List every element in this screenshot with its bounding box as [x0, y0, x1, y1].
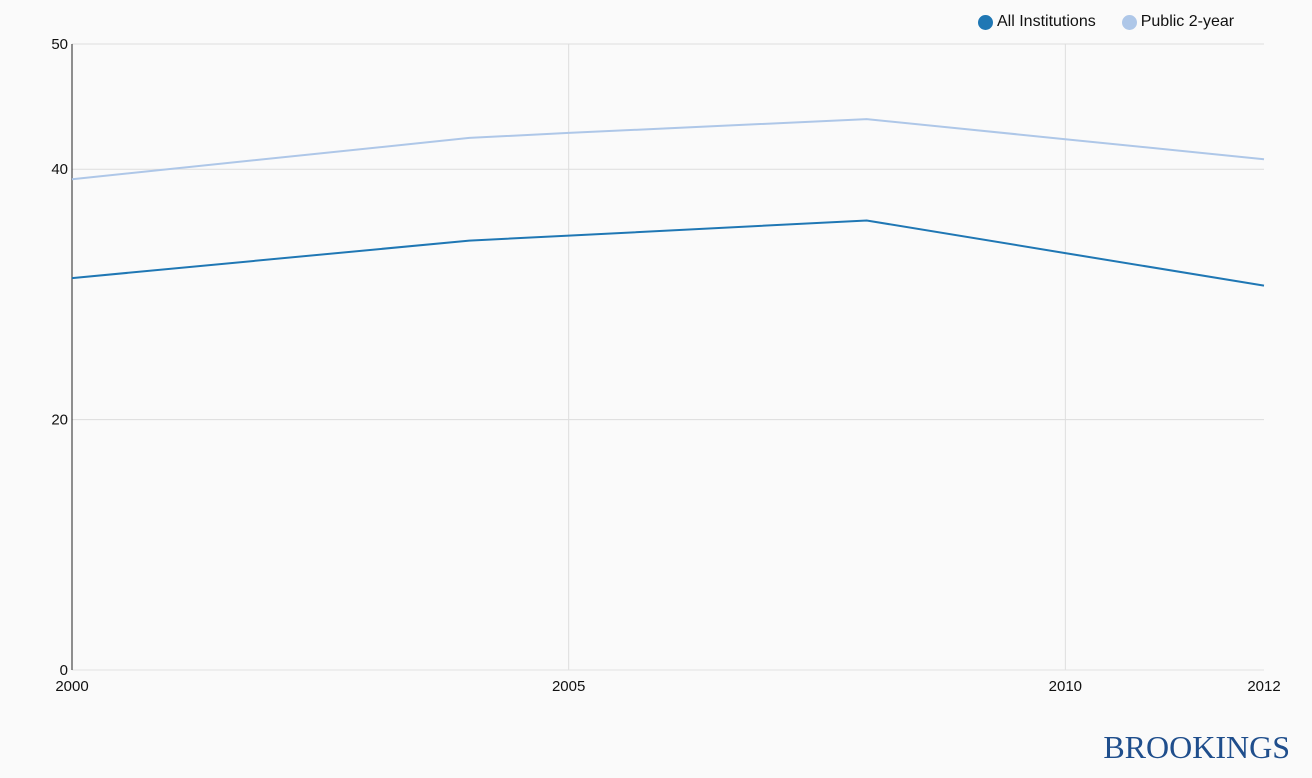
axes: [71, 44, 1264, 671]
y-tick-label-50: 50: [51, 36, 68, 53]
brookings-logo: BROOKINGS: [1103, 729, 1290, 765]
tick-labels: 0 20 40 50 2000 2005 2010 2012: [51, 36, 1280, 695]
y-tick-label-0: 0: [60, 662, 68, 679]
x-tick-label-2012: 2012: [1247, 678, 1280, 695]
y-tick-label-40: 40: [51, 161, 68, 178]
x-tick-label-2000: 2000: [55, 678, 88, 695]
legend-label-public-2-year: Public 2-year: [1140, 13, 1235, 30]
legend-swatch-all-institutions: [978, 14, 993, 30]
series-line-public-2-year[interactable]: [71, 118, 1265, 181]
legend-item-all-institutions[interactable]: All Institutions: [978, 13, 1096, 31]
legend-item-public-2-year[interactable]: Public 2-year: [1121, 13, 1235, 31]
legend-label-all-institutions: All Institutions: [997, 13, 1096, 30]
legend: All Institutions Public 2-year: [978, 13, 1260, 31]
x-tick-label-2010: 2010: [1049, 678, 1082, 695]
series-lines: [71, 118, 1265, 287]
y-tick-label-20: 20: [51, 412, 68, 429]
x-tick-label-2005: 2005: [552, 678, 585, 695]
legend-swatch-public-2-year: [1121, 14, 1137, 30]
gridlines: [72, 43, 1264, 670]
series-line-all-institutions[interactable]: [71, 219, 1265, 287]
